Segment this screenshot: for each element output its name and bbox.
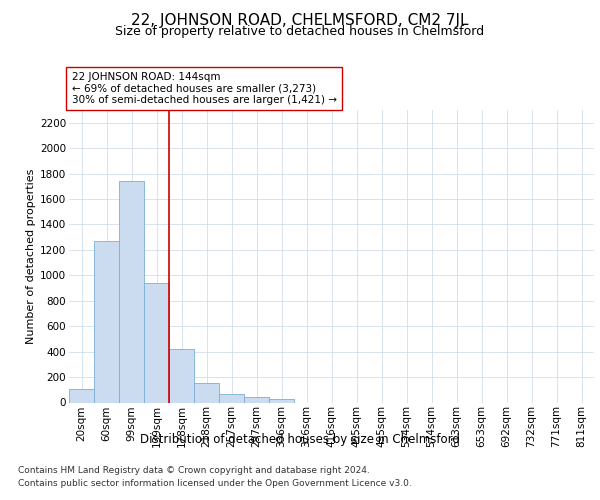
- Bar: [144, 283, 169, 403]
- Bar: [244, 398, 269, 402]
- Bar: [194, 384, 219, 402]
- Bar: [69, 388, 94, 402]
- Bar: [119, 181, 144, 402]
- Y-axis label: Number of detached properties: Number of detached properties: [26, 168, 36, 344]
- Text: 22, JOHNSON ROAD, CHELMSFORD, CM2 7JL: 22, JOHNSON ROAD, CHELMSFORD, CM2 7JL: [131, 12, 469, 28]
- Text: Size of property relative to detached houses in Chelmsford: Size of property relative to detached ho…: [115, 25, 485, 38]
- Text: Contains public sector information licensed under the Open Government Licence v3: Contains public sector information licen…: [18, 479, 412, 488]
- Bar: [169, 349, 194, 403]
- Bar: [94, 241, 119, 402]
- Bar: [269, 400, 294, 402]
- Bar: [219, 394, 244, 402]
- Text: Distribution of detached houses by size in Chelmsford: Distribution of detached houses by size …: [140, 432, 460, 446]
- Text: 22 JOHNSON ROAD: 144sqm
← 69% of detached houses are smaller (3,273)
30% of semi: 22 JOHNSON ROAD: 144sqm ← 69% of detache…: [71, 72, 337, 105]
- Text: Contains HM Land Registry data © Crown copyright and database right 2024.: Contains HM Land Registry data © Crown c…: [18, 466, 370, 475]
